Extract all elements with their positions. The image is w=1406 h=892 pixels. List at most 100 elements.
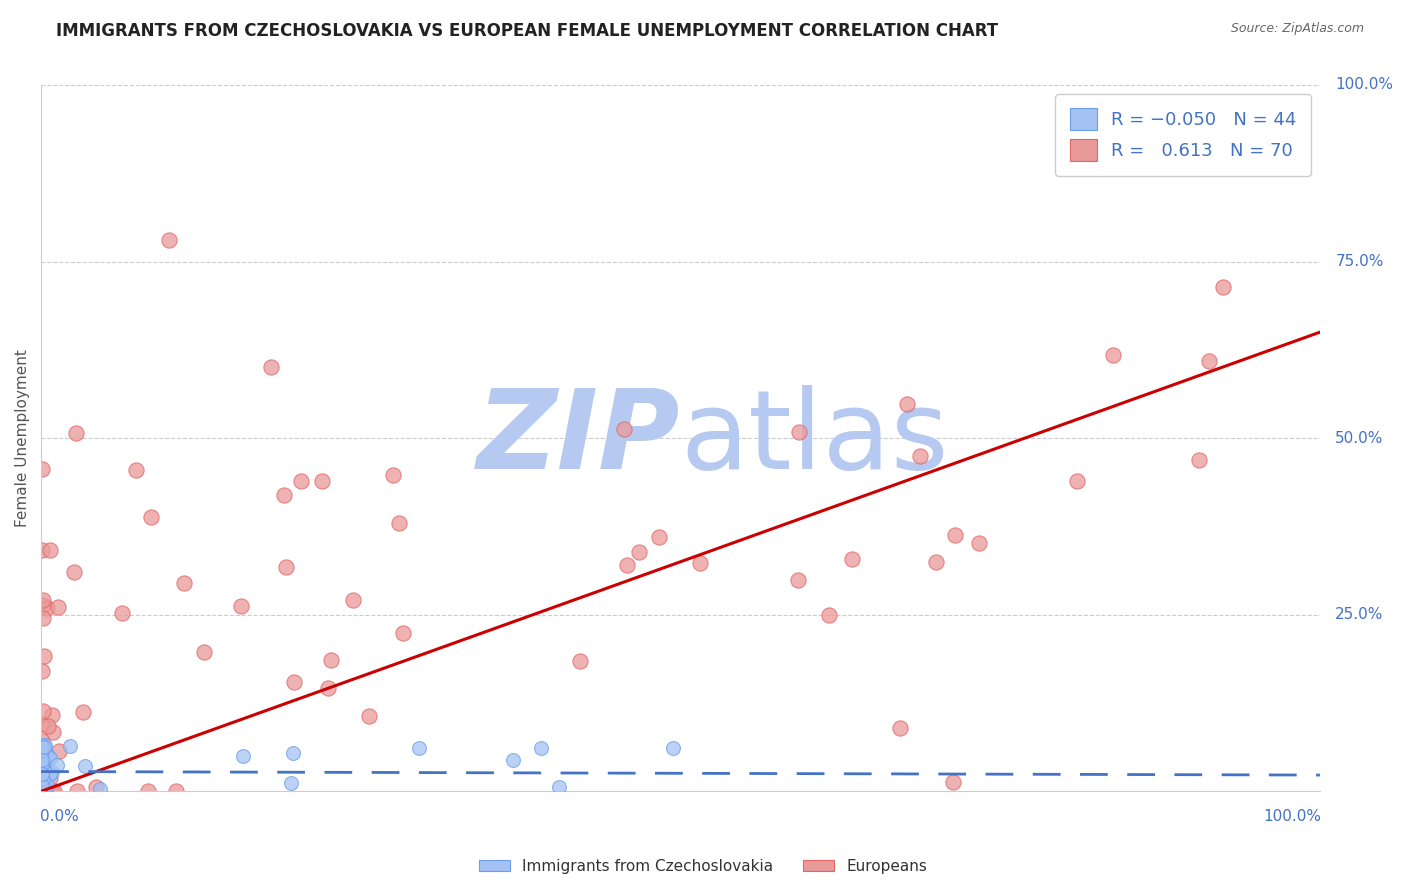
Point xyxy=(31,772,53,787)
Point xyxy=(84,780,107,794)
Point xyxy=(31,750,53,764)
Point xyxy=(34,739,56,753)
Point xyxy=(66,783,89,797)
Y-axis label: Female Unemployment: Female Unemployment xyxy=(15,349,30,527)
Text: 25.0%: 25.0% xyxy=(1336,607,1384,623)
Point xyxy=(37,719,59,733)
Point xyxy=(31,750,53,764)
Point xyxy=(32,775,55,789)
Point xyxy=(613,422,636,436)
Point xyxy=(31,757,53,772)
Point xyxy=(46,757,69,772)
Point xyxy=(31,749,53,764)
Point xyxy=(628,545,651,559)
Point xyxy=(48,744,70,758)
Text: Source: ZipAtlas.com: Source: ZipAtlas.com xyxy=(1230,22,1364,36)
Point xyxy=(32,779,55,793)
Point xyxy=(44,783,66,797)
Point xyxy=(32,755,55,769)
Point xyxy=(1212,280,1234,294)
Point xyxy=(1066,474,1088,488)
Point xyxy=(942,774,965,789)
Point xyxy=(193,645,215,659)
Point xyxy=(31,756,53,771)
Point xyxy=(311,474,333,488)
Point xyxy=(889,721,911,735)
Point xyxy=(616,558,638,573)
Point xyxy=(908,450,931,464)
Point xyxy=(35,746,58,760)
Point xyxy=(31,771,53,785)
Point xyxy=(31,772,53,786)
Point xyxy=(31,767,53,781)
Point xyxy=(31,779,53,793)
Point xyxy=(319,653,342,667)
Point xyxy=(31,740,53,755)
Point xyxy=(31,717,53,731)
Point xyxy=(157,233,180,247)
Point xyxy=(31,766,53,780)
Point xyxy=(31,664,53,678)
Point xyxy=(37,601,59,615)
Point xyxy=(689,556,711,570)
Point xyxy=(31,598,53,612)
Text: atlas: atlas xyxy=(681,384,949,491)
Point xyxy=(32,704,55,718)
Point xyxy=(31,777,53,791)
Point xyxy=(818,608,841,623)
Text: 50.0%: 50.0% xyxy=(1336,431,1384,446)
Point xyxy=(232,748,254,763)
Point xyxy=(31,462,53,476)
Point xyxy=(111,606,134,620)
Point xyxy=(502,753,524,767)
Point xyxy=(945,528,967,542)
Point xyxy=(31,752,53,766)
Point xyxy=(31,753,53,767)
Point xyxy=(229,599,252,613)
Point xyxy=(46,600,69,615)
Point xyxy=(647,530,669,544)
Point xyxy=(382,467,405,482)
Point xyxy=(34,782,56,797)
Text: 0.0%: 0.0% xyxy=(39,809,79,824)
Point xyxy=(32,593,55,607)
Text: IMMIGRANTS FROM CZECHOSLOVAKIA VS EUROPEAN FEMALE UNEMPLOYMENT CORRELATION CHART: IMMIGRANTS FROM CZECHOSLOVAKIA VS EUROPE… xyxy=(56,22,998,40)
Point xyxy=(31,738,53,752)
Point xyxy=(283,675,305,690)
Point xyxy=(274,559,297,574)
Point xyxy=(42,725,65,739)
Point xyxy=(173,576,195,591)
Point xyxy=(165,783,187,797)
Point xyxy=(139,510,162,524)
Point xyxy=(35,778,58,792)
Point xyxy=(72,705,94,719)
Point xyxy=(63,565,86,579)
Text: 100.0%: 100.0% xyxy=(1263,809,1322,824)
Point xyxy=(290,475,312,489)
Point xyxy=(530,740,553,755)
Point xyxy=(31,733,53,747)
Point xyxy=(787,573,810,587)
Point xyxy=(31,743,53,757)
Point xyxy=(787,425,810,439)
Point xyxy=(841,552,863,566)
Point xyxy=(75,758,97,772)
Point xyxy=(31,768,53,782)
Point xyxy=(967,536,990,550)
Point xyxy=(925,556,948,570)
Point xyxy=(37,749,59,764)
Point xyxy=(65,425,87,440)
Legend: Immigrants from Czechoslovakia, Europeans: Immigrants from Czechoslovakia, European… xyxy=(472,853,934,880)
Point xyxy=(89,781,111,796)
Point xyxy=(41,708,63,723)
Point xyxy=(342,592,364,607)
Point xyxy=(59,739,82,753)
Point xyxy=(31,611,53,625)
Point xyxy=(39,771,62,785)
Point xyxy=(32,739,55,754)
Point xyxy=(281,746,304,760)
Point xyxy=(662,741,685,756)
Point xyxy=(408,740,430,755)
Point xyxy=(31,739,53,754)
Point xyxy=(125,463,148,477)
